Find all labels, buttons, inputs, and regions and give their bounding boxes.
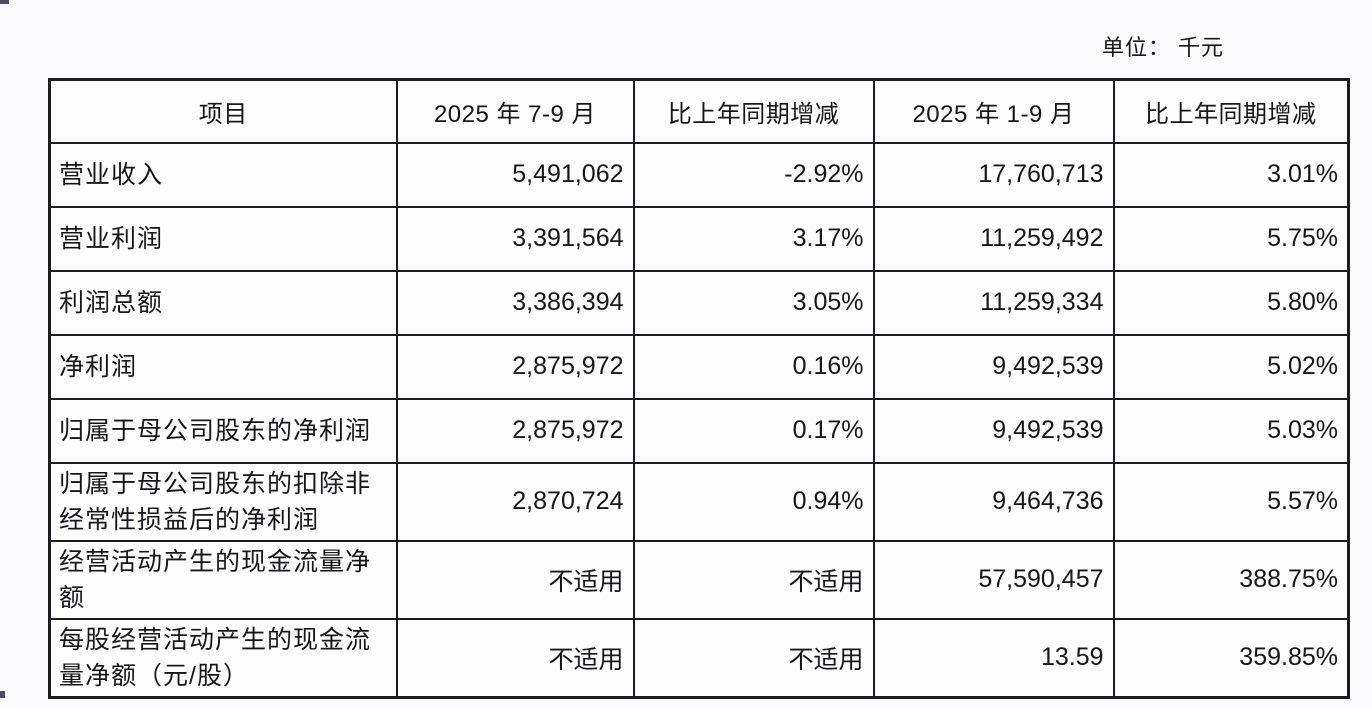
row-ytd-value: 13.59 bbox=[872, 617, 1115, 698]
table-row-operating-profit: 营业利润 3,391,564 3.17% 11,259,492 5.75% bbox=[48, 205, 1350, 272]
table-row-net-profit-attributable-to-parent: 归属于母公司股东的净利润 2,875,972 0.17% 9,492,539 5… bbox=[48, 397, 1350, 464]
table-row-net-profit: 净利润 2,875,972 0.16% 9,492,539 5.02% bbox=[48, 333, 1350, 400]
row-ytd-value: 11,259,492 bbox=[872, 205, 1115, 272]
row-item-label: 每股经营活动产生的现金流量净额（元/股） bbox=[48, 617, 398, 698]
row-item-label: 营业收入 bbox=[48, 141, 398, 208]
table-row-net-operating-cash-flow-per-share: 每股经营活动产生的现金流量净额（元/股） 不适用 不适用 13.59 359.8… bbox=[48, 617, 1350, 698]
row-q3-value: 2,875,972 bbox=[395, 397, 635, 464]
row-ytd-change: 3.01% bbox=[1112, 141, 1350, 208]
column-header-q3-yoy-change: 比上年同期增减 bbox=[632, 78, 875, 144]
row-ytd-value: 17,760,713 bbox=[872, 141, 1115, 208]
row-ytd-change: 5.75% bbox=[1112, 205, 1350, 272]
row-ytd-value: 11,259,334 bbox=[872, 269, 1115, 336]
row-ytd-value: 9,464,736 bbox=[872, 461, 1115, 542]
row-q3-value: 3,391,564 bbox=[395, 205, 635, 272]
row-q3-value: 5,491,062 bbox=[395, 141, 635, 208]
table-row-total-profit: 利润总额 3,386,394 3.05% 11,259,334 5.80% bbox=[48, 269, 1350, 336]
row-ytd-change: 388.75% bbox=[1112, 539, 1350, 620]
row-q3-value: 不适用 bbox=[395, 617, 635, 698]
table-row-operating-revenue: 营业收入 5,491,062 -2.92% 17,760,713 3.01% bbox=[48, 141, 1350, 208]
row-q3-change: 不适用 bbox=[632, 539, 875, 620]
row-q3-change: 0.17% bbox=[632, 397, 875, 464]
table-row-net-profit-excl-nonrecurring: 归属于母公司股东的扣除非经常性损益后的净利润 2,870,724 0.94% 9… bbox=[48, 461, 1350, 542]
row-ytd-change: 5.02% bbox=[1112, 333, 1350, 400]
row-q3-change: 不适用 bbox=[632, 617, 875, 698]
row-q3-change: 3.17% bbox=[632, 205, 875, 272]
column-header-item: 项目 bbox=[48, 78, 398, 144]
financial-summary-table: 项目 2025 年 7-9 月 比上年同期增减 2025 年 1-9 月 比上年… bbox=[48, 78, 1350, 699]
row-q3-value: 2,870,724 bbox=[395, 461, 635, 542]
row-ytd-change: 5.03% bbox=[1112, 397, 1350, 464]
row-ytd-value: 9,492,539 bbox=[872, 397, 1115, 464]
row-item-label: 营业利润 bbox=[48, 205, 398, 272]
table-header-row: 项目 2025 年 7-9 月 比上年同期增减 2025 年 1-9 月 比上年… bbox=[48, 78, 1350, 144]
row-q3-change: 0.94% bbox=[632, 461, 875, 542]
scan-artifact-top-left bbox=[0, 0, 9, 4]
row-ytd-change: 5.57% bbox=[1112, 461, 1350, 542]
row-item-label: 净利润 bbox=[48, 333, 398, 400]
scan-artifact-left-edge bbox=[0, 691, 5, 698]
row-item-label: 归属于母公司股东的扣除非经常性损益后的净利润 bbox=[48, 461, 398, 542]
table-row-net-operating-cash-flow: 经营活动产生的现金流量净额 不适用 不适用 57,590,457 388.75% bbox=[48, 539, 1350, 620]
column-header-ytd-yoy-change: 比上年同期增减 bbox=[1112, 78, 1350, 144]
row-item-label: 归属于母公司股东的净利润 bbox=[48, 397, 398, 464]
row-q3-change: -2.92% bbox=[632, 141, 875, 208]
row-ytd-value: 9,492,539 bbox=[872, 333, 1115, 400]
row-q3-change: 0.16% bbox=[632, 333, 875, 400]
row-item-label: 经营活动产生的现金流量净额 bbox=[48, 539, 398, 620]
row-ytd-value: 57,590,457 bbox=[872, 539, 1115, 620]
row-item-label: 利润总额 bbox=[48, 269, 398, 336]
column-header-ytd-period: 2025 年 1-9 月 bbox=[872, 78, 1115, 144]
row-q3-value: 不适用 bbox=[395, 539, 635, 620]
row-q3-change: 3.05% bbox=[632, 269, 875, 336]
row-q3-value: 3,386,394 bbox=[395, 269, 635, 336]
row-q3-value: 2,875,972 bbox=[395, 333, 635, 400]
column-header-q3-period: 2025 年 7-9 月 bbox=[395, 78, 635, 144]
row-ytd-change: 359.85% bbox=[1112, 617, 1350, 698]
unit-label: 单位： 千元 bbox=[1101, 35, 1224, 60]
row-ytd-change: 5.80% bbox=[1112, 269, 1350, 336]
